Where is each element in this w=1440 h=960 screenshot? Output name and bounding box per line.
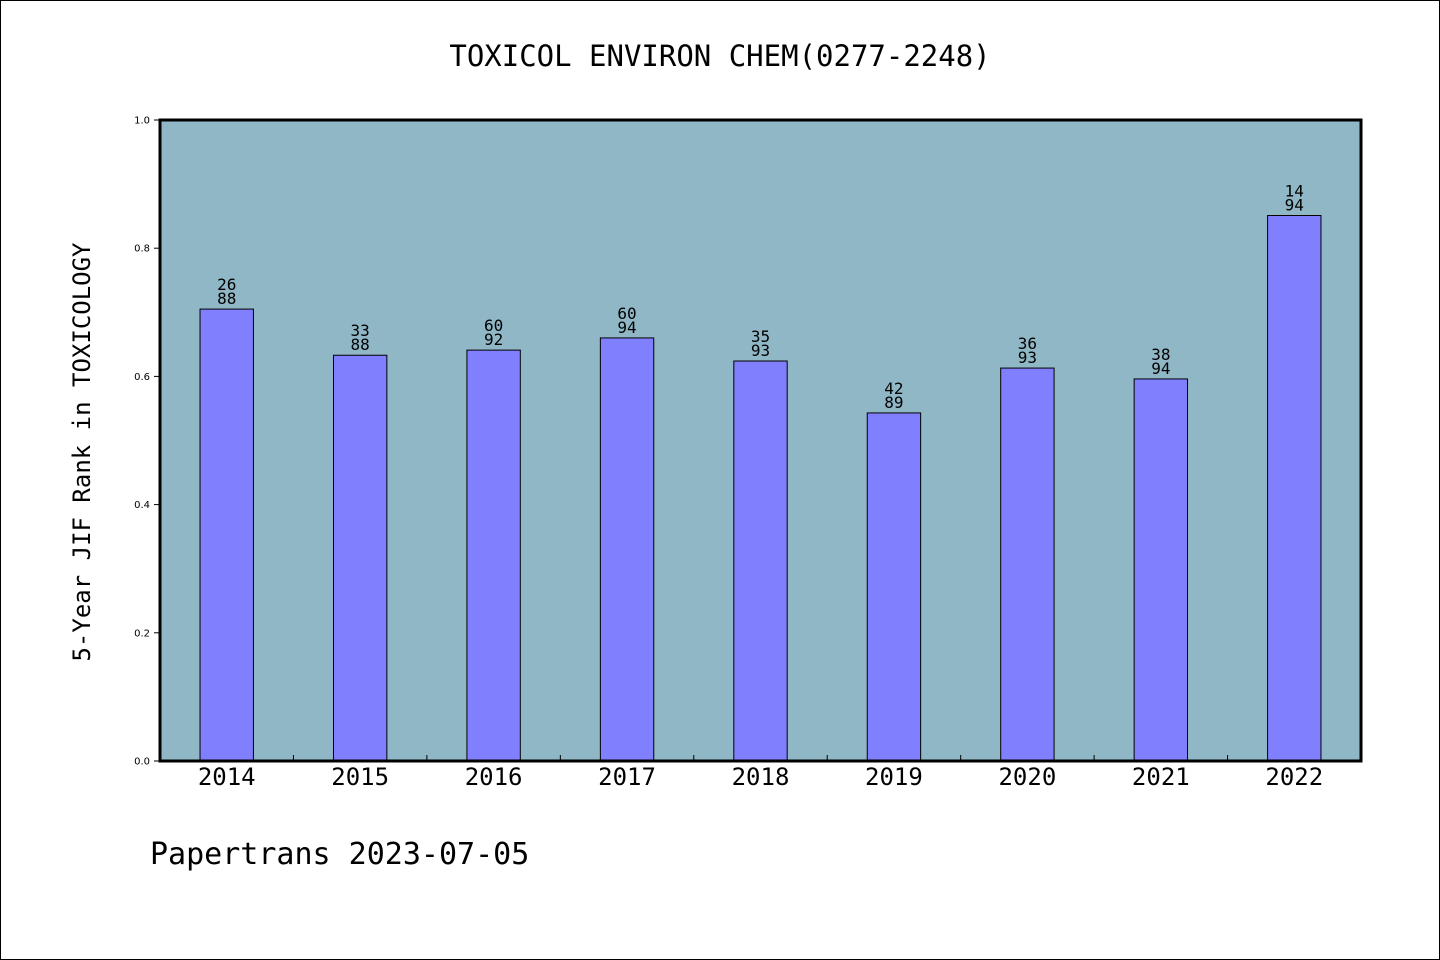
bar-2016 (466, 349, 521, 762)
data-label-rank-2020: 36 (1018, 334, 1037, 353)
data-label-total-2014: 88 (217, 289, 236, 308)
y-tick-label-0.2: 0.2 (134, 628, 150, 639)
x-tick-label-2022: 2022 (1265, 763, 1323, 791)
y-tick-label-0.0: 0.0 (134, 757, 150, 768)
data-label-rank-2014: 26 (217, 275, 236, 294)
data-label-rank-2015: 33 (351, 321, 370, 340)
data-label-total-2019: 89 (884, 393, 903, 412)
y-tick-label-0.8: 0.8 (134, 244, 150, 255)
ticks-layer: 2014 2015 2016 2017 2018 2019 2020 2021 2022 0.0 0… (134, 116, 1323, 792)
bar-2022 (1267, 215, 1322, 762)
x-tick-label-2014: 2014 (198, 763, 256, 791)
data-label-rank-2022: 14 (1285, 182, 1304, 201)
data-label-rank-2016: 60 (484, 316, 503, 335)
bar-2021 (1133, 378, 1189, 762)
data-label-total-2015: 88 (351, 335, 370, 354)
data-label-total-2020: 93 (1018, 348, 1037, 367)
x-tick-label-2019: 2019 (865, 763, 923, 791)
data-label-total-2022: 94 (1285, 196, 1304, 215)
data-label-total-2018: 93 (751, 341, 770, 360)
y-tick-label-0.6: 0.6 (134, 372, 150, 383)
x-tick-label-2018: 2018 (732, 763, 790, 791)
bar-2015 (332, 354, 388, 762)
y-tick-label-1.0: 1.0 (134, 116, 150, 127)
data-label-rank-2021: 38 (1151, 345, 1170, 364)
x-tick-label-2021: 2021 (1132, 763, 1190, 791)
data-label-total-2021: 94 (1151, 359, 1170, 378)
y-tick-label-0.4: 0.4 (134, 500, 150, 511)
footer-text: Papertrans 2023-07-05 (150, 837, 529, 872)
bar-2017 (599, 337, 655, 762)
data-label-rank-2019: 42 (884, 379, 903, 398)
y-axis-label: 5-Year JIF Rank in TOXICOLOGY (68, 242, 96, 662)
data-label-rank-2018: 35 (751, 327, 770, 346)
data-label-total-2016: 92 (484, 330, 503, 349)
x-tick-label-2016: 2016 (465, 763, 523, 791)
plot-border (158, 118, 1363, 763)
data-label-rank-2017: 60 (617, 304, 636, 323)
x-tick-label-2020: 2020 (998, 763, 1056, 791)
chart-title: TOXICOL ENVIRON CHEM(0277-2248) (449, 39, 990, 73)
bar-2020 (1000, 367, 1055, 762)
x-tick-label-2015: 2015 (331, 763, 389, 791)
x-tick-label-2017: 2017 (598, 763, 656, 791)
data-label-total-2017: 94 (617, 318, 636, 337)
bar-2014 (199, 308, 254, 762)
bar-2018 (733, 360, 788, 762)
bar-2019 (866, 412, 922, 762)
